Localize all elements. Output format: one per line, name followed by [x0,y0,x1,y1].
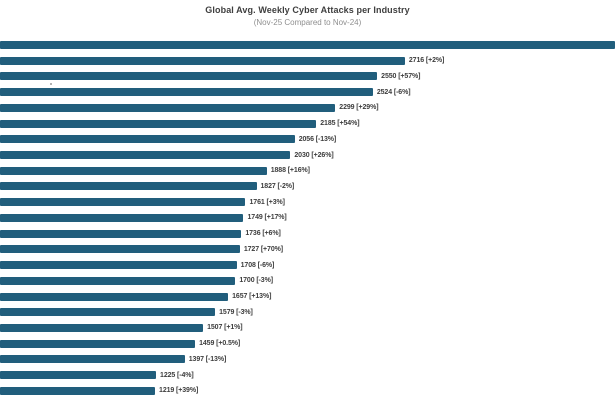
bar-row: 1749 [+17%] [0,213,615,222]
bar-value-label: 1459 [+0.5%] [199,340,241,348]
bar-row: 1225 [-4%] [0,371,615,380]
bar [0,213,244,222]
chart-header: Global Avg. Weekly Cyber Attacks per Ind… [0,5,615,27]
bar-row: 1827 [-2%] [0,182,615,191]
bar [0,261,237,270]
bar-row [0,41,615,49]
bar-value-label: 2550 [+57%] [381,72,421,80]
bar-value-label: 1736 [+6%] [245,230,281,238]
chart-title: Global Avg. Weekly Cyber Attacks per Ind… [205,5,410,15]
bar [0,308,216,317]
bar-row: 2030 [+26%] [0,151,615,160]
bar-row: 2716 [+2%] [0,56,615,65]
bar [0,56,405,65]
bar [0,339,196,348]
bar-row: 1507 [+1%] [0,323,615,332]
bar [0,88,373,97]
bar-value-label: 1727 [+70%] [243,245,283,253]
bar-value-label: 2299 [+29%] [339,104,379,112]
bar-row: 2299 [+29%] [0,103,615,112]
bar [0,276,236,285]
bar-value-label: 1749 [+17%] [247,214,287,222]
bar [0,103,336,112]
bar-value-label: 1657 [+13%] [232,293,272,300]
bar-value-label: 1761 [+3%] [249,198,285,206]
bar-value-label: 2185 [+54%] [320,120,360,128]
bar-row: 1761 [+3%] [0,198,615,207]
bar-value-label: 1700 [-3%] [239,277,273,285]
bar-row: 1727 [+70%] [0,245,615,254]
bar-value-label: 1888 [+16%] [270,167,310,175]
bar [0,135,295,144]
stray-mark [50,83,52,85]
bar-row: 1657 [+13%] [0,292,615,301]
chart-subtitle: (Nov-25 Compared to Nov-24) [253,18,362,27]
bar-row: 1459 [+0.5%] [0,339,615,348]
bar [0,292,229,301]
bar [0,41,615,49]
bar-row: 1700 [-3%] [0,276,615,285]
bar-value-label: 1579 [-3%] [219,308,253,316]
bar-row: 1736 [+6%] [0,229,615,238]
bar [0,119,317,128]
bar-row: 1397 [-13%] [0,355,615,364]
bar-value-label: 1507 [+1%] [207,324,243,332]
bar-row: 2056 [-13%] [0,135,615,144]
bar [0,245,240,254]
bar [0,72,378,81]
bar-row: 1219 [+39%] [0,386,615,395]
bar-row: 1708 [-6%] [0,261,615,270]
bar [0,371,157,380]
bar-row: 1888 [+16%] [0,166,615,175]
bar-value-label: 1225 [-4%] [160,371,194,379]
bar-value-label: 1397 [-13%] [188,355,227,363]
bar-value-label: 1827 [-2%] [260,182,295,190]
bar-value-label: 1708 [-6%] [240,261,275,269]
bar-value-label: 2524 [-6%] [376,88,411,96]
bar [0,198,246,207]
bar [0,386,156,395]
bar-row: 2550 [+57%] [0,72,615,81]
bar-row: 2185 [+54%] [0,119,615,128]
bar-row: 2524 [-6%] [0,88,615,97]
bar [0,355,185,364]
bar-value-label: 2030 [+26%] [294,151,334,159]
bar [0,229,242,238]
bar [0,151,291,160]
bar [0,182,257,191]
bar-chart-area: 2716 [+2%] 2550 [+57%] 2524 [-6%] 2299 [+29… [0,41,615,403]
bar-row: 1579 [-3%] [0,308,615,317]
bar-value-label: 2716 [+2%] [408,57,445,65]
bar-value-label: 1219 [+39%] [159,387,199,395]
bar [0,323,204,332]
bar-value-label: 2056 [-13%] [298,135,337,143]
bar [0,166,267,175]
